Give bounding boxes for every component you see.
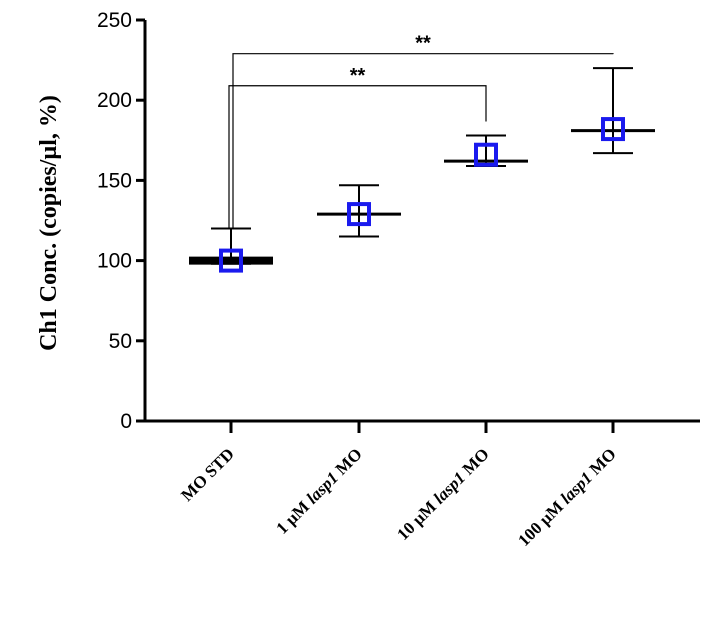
y-ticks: 0 50 100 150 200 250	[97, 9, 145, 433]
mean-marker	[474, 142, 498, 167]
data-point-group	[571, 67, 655, 155]
y-tick-label: 150	[97, 169, 132, 192]
x-tick-label-part: 100 µM	[514, 494, 570, 550]
x-tick-label-part: MO STD	[177, 444, 238, 505]
x-tick-label: 10 µM lasp1 MO	[393, 444, 493, 544]
y-tick-label: 0	[120, 410, 132, 433]
data-marks	[189, 67, 655, 273]
significance-bracket	[232, 53, 614, 229]
significance-brackets: ** **	[228, 33, 614, 229]
data-point-group	[444, 134, 528, 167]
y-axis-label: Ch1 Conc. (copies/µl, %)	[36, 95, 62, 351]
x-tick-label: 1 µM lasp1 MO	[272, 444, 365, 537]
data-point-group	[189, 227, 273, 273]
y-tick-label: 50	[109, 330, 132, 353]
axes	[143, 20, 700, 423]
mean-marker	[347, 202, 371, 227]
x-tick-label-part: 10 µM	[393, 494, 443, 544]
x-tick-label: MO STD	[177, 444, 238, 505]
y-tick-label: 100	[97, 250, 132, 273]
data-point-group	[317, 184, 401, 238]
y-tick-label: 200	[97, 89, 132, 112]
y-tick-label: 250	[97, 9, 132, 32]
significance-label: **	[415, 33, 431, 55]
mean-marker	[219, 248, 243, 273]
significance-bracket	[228, 85, 487, 229]
significance-label: **	[350, 65, 366, 87]
mean-marker	[601, 117, 625, 142]
x-tick-label: 100 µM lasp1 MO	[514, 444, 620, 550]
